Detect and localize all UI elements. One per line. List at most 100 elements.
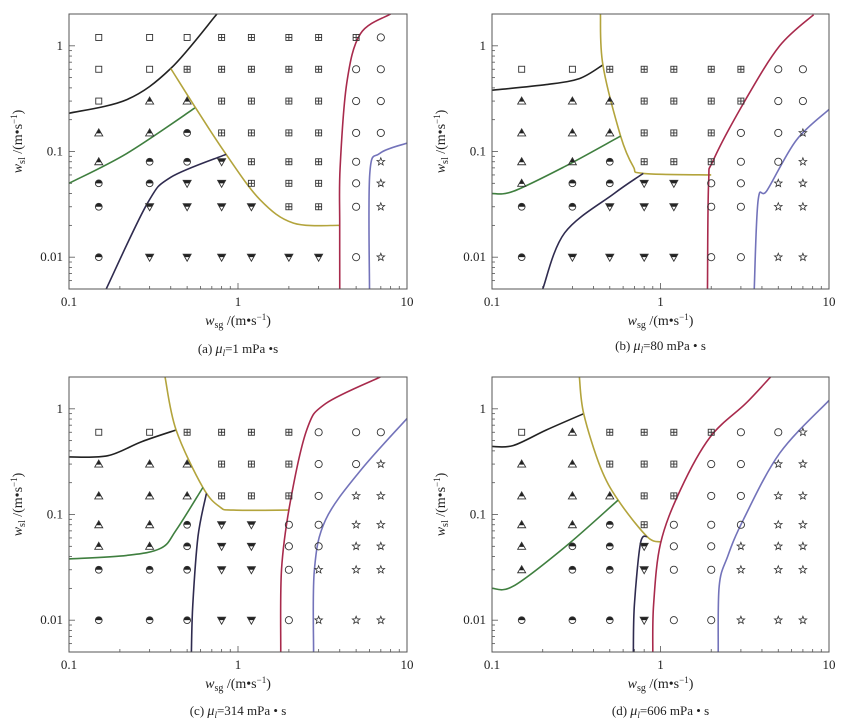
half-filled-down-triangle-marker	[639, 542, 649, 552]
open-circle-marker	[352, 65, 361, 74]
x-tick-label: 10	[823, 657, 836, 672]
star	[313, 615, 324, 625]
fill	[145, 203, 154, 207]
half-filled-down-triangle-marker	[216, 253, 227, 263]
star	[351, 564, 362, 574]
triangle	[516, 564, 527, 574]
open-square-marker	[95, 65, 103, 73]
triangle	[639, 203, 649, 212]
star	[351, 541, 362, 551]
label-superscript: −1	[9, 114, 19, 124]
half-filled-circle-marker	[145, 565, 154, 574]
plus	[641, 98, 648, 105]
boundary-line-green	[69, 106, 196, 185]
open-star-marker	[375, 564, 386, 574]
half-fill	[606, 179, 614, 184]
half-fill	[518, 203, 526, 207]
plus	[708, 66, 715, 73]
boundary-line-crimson	[279, 377, 381, 652]
open-star-marker	[375, 490, 386, 501]
half-filled-circle-marker	[605, 565, 614, 574]
plus	[641, 158, 648, 165]
circle	[736, 128, 745, 137]
label-close: )	[689, 314, 694, 329]
open-circle-marker	[736, 179, 745, 188]
fill	[669, 180, 678, 184]
open-star-marker	[773, 252, 784, 262]
fill	[669, 254, 678, 258]
plus	[737, 98, 744, 105]
square-with-plus-marker	[640, 129, 648, 137]
open-star-marker	[798, 201, 808, 211]
open-star-marker	[736, 541, 746, 551]
fill	[640, 180, 649, 184]
y-tick-label: 1	[57, 401, 64, 416]
fill	[95, 491, 102, 497]
fill	[247, 254, 256, 258]
half-filled-circle-marker	[94, 179, 103, 188]
plus	[285, 98, 292, 105]
fill	[605, 254, 614, 258]
star	[736, 541, 746, 551]
triangle	[144, 490, 155, 500]
half-filled-circle-marker	[605, 157, 614, 166]
label-superscript: −1	[432, 114, 442, 124]
circle	[736, 157, 745, 166]
square-with-plus-marker	[218, 33, 226, 41]
circle	[707, 491, 716, 500]
triangle	[246, 521, 257, 530]
fill	[314, 254, 323, 258]
open-circle-marker	[669, 542, 678, 551]
half-filled-up-triangle-marker	[567, 427, 578, 436]
star	[351, 615, 362, 625]
half-filled-up-triangle-marker	[567, 519, 578, 529]
open-star-marker	[375, 458, 386, 469]
open-circle-marker	[376, 97, 385, 106]
fill	[95, 128, 102, 134]
open-star-marker	[798, 490, 808, 501]
triangle	[567, 96, 578, 105]
half-filled-circle-marker	[517, 253, 526, 262]
fill	[518, 565, 525, 571]
fill	[606, 128, 613, 134]
open-square-marker	[95, 97, 103, 105]
square-with-plus-marker	[707, 97, 715, 105]
open-circle-marker	[707, 542, 716, 551]
half-filled-circle-marker	[183, 542, 191, 551]
open-star-marker	[773, 458, 784, 469]
half-fill	[95, 179, 103, 184]
open-star-marker	[351, 615, 362, 625]
open-circle-marker	[774, 428, 783, 437]
plus	[641, 429, 648, 436]
half-filled-up-triangle-marker	[516, 178, 527, 187]
star	[375, 519, 386, 529]
open-star-marker	[351, 541, 362, 551]
x-tick-label: 10	[401, 657, 414, 672]
circle	[568, 179, 577, 188]
circle	[183, 616, 191, 625]
open-square-marker	[568, 65, 576, 73]
half-fill	[146, 566, 154, 570]
fill	[605, 203, 614, 207]
triangle	[182, 490, 192, 500]
open-circle-marker	[707, 179, 716, 188]
square-with-plus-marker	[218, 492, 226, 500]
half-filled-circle-marker	[145, 157, 154, 166]
plus	[285, 461, 292, 468]
open-circle-marker	[707, 202, 716, 211]
open-square-marker	[146, 428, 154, 436]
half-fill	[568, 179, 576, 184]
boundary-line-blue	[312, 417, 407, 652]
fill	[569, 460, 576, 465]
circle	[707, 520, 716, 529]
star	[375, 252, 386, 262]
star	[798, 427, 808, 437]
circle	[798, 97, 807, 106]
circle	[352, 65, 361, 74]
boundary-line-black	[492, 64, 604, 92]
fill	[145, 254, 154, 258]
open-circle-marker	[736, 253, 745, 262]
star	[798, 127, 808, 138]
fill	[569, 97, 576, 102]
